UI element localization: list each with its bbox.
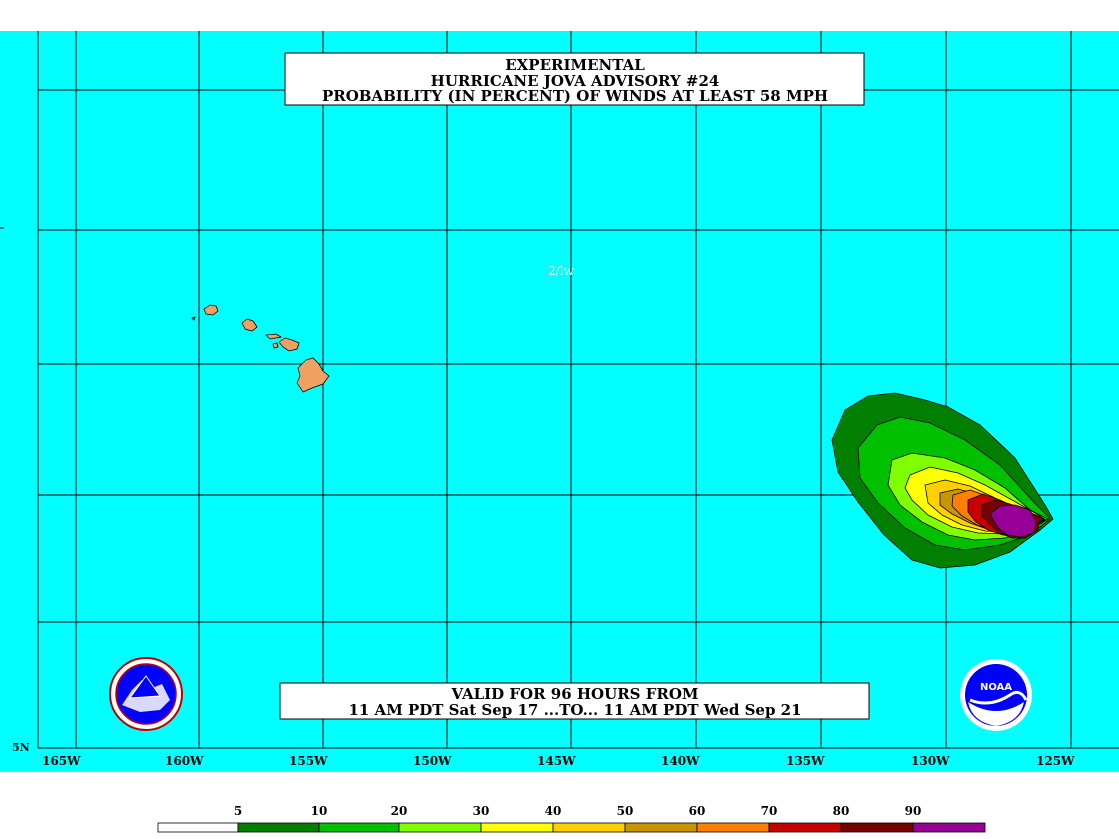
legend-swatch: [157, 822, 239, 833]
legend-swatch: [696, 822, 770, 833]
lon-label: 140W: [661, 754, 700, 768]
legend-label: 5: [234, 804, 242, 818]
legend: 5 10 20 30 40 50 60 70 80 90: [157, 804, 986, 833]
valid-time-box: VALID FOR 96 HOURS FROM 11 AM PDT Sat Se…: [279, 682, 870, 720]
island-niihau: [191, 316, 196, 321]
title-line-1: EXPERIMENTAL: [505, 56, 645, 74]
legend-swatch: [768, 822, 842, 833]
title-line-2: HURRICANE JOVA ADVISORY #24: [431, 72, 720, 90]
island-maui: [278, 337, 300, 352]
legend-label: 70: [761, 804, 778, 818]
title-line-3: PROBABILITY (IN PERCENT) OF WINDS AT LEA…: [322, 87, 828, 105]
lon-label: 145W: [537, 754, 576, 768]
nws-logo: [109, 657, 183, 731]
ocean-background: [0, 31, 1119, 772]
hawaiian-islands: [191, 304, 330, 393]
valid-line-1: VALID FOR 96 HOURS FROM: [450, 685, 698, 703]
probability-contours: [831, 392, 1054, 569]
noaa-logo-text: NOAA: [980, 682, 1012, 693]
island-oahu: [241, 318, 258, 332]
lon-label: 155W: [289, 754, 328, 768]
legend-swatch: [237, 822, 320, 833]
lon-label: 165W: [42, 754, 81, 768]
lon-label: 130W: [911, 754, 950, 768]
island-hawaii: [296, 357, 330, 393]
legend-swatch: [552, 822, 626, 833]
legend-swatch: [398, 822, 482, 833]
legend-swatch: [624, 822, 698, 833]
lon-label: 135W: [786, 754, 825, 768]
axis-ticks: [0, 31, 39, 748]
legend-swatch: [480, 822, 554, 833]
legend-label: 20: [391, 804, 408, 818]
legend-label: 10: [311, 804, 328, 818]
contour-90: [989, 504, 1037, 538]
legend-label: 50: [617, 804, 634, 818]
noaa-logo: NOAA: [960, 659, 1032, 731]
island-lanai: [272, 342, 279, 349]
legend-label: 80: [833, 804, 850, 818]
lon-label: 125W: [1036, 754, 1075, 768]
legend-label: 30: [473, 804, 490, 818]
lon-labels: 165W 160W 155W 150W 145W 140W 135W 130W …: [42, 754, 1075, 768]
legend-swatch: [318, 822, 400, 833]
legend-label: 60: [689, 804, 706, 818]
title-box: EXPERIMENTAL HURRICANE JOVA ADVISORY #24…: [284, 52, 865, 106]
legend-label: 90: [905, 804, 922, 818]
legend-swatch: [840, 822, 914, 833]
lon-label: 150W: [413, 754, 452, 768]
lon-label: 160W: [165, 754, 204, 768]
island-kauai: [203, 304, 219, 316]
lat-label: 5N: [12, 741, 30, 754]
island-molokai: [265, 333, 283, 340]
valid-line-2: 11 AM PDT Sat Sep 17 ...TO... 11 AM PDT …: [348, 701, 801, 719]
map-annotation: 2/lw: [548, 264, 575, 278]
legend-swatch: [912, 822, 986, 833]
legend-label: 40: [545, 804, 562, 818]
